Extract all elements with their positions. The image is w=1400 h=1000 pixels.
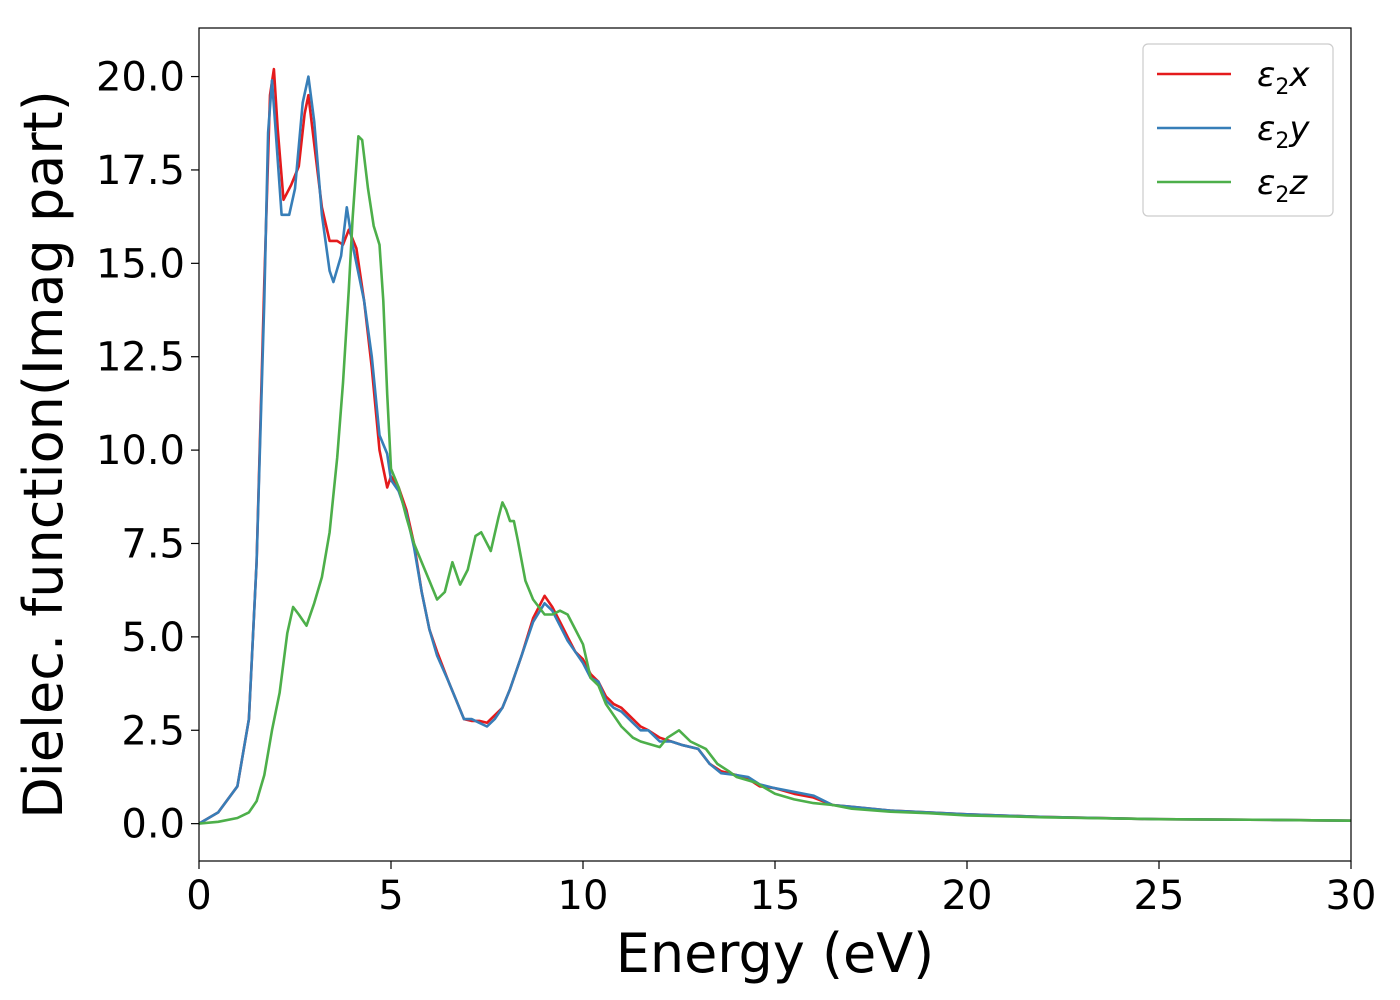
series-lines [199, 67, 1351, 825]
x-tick-label: 30 [1326, 873, 1377, 919]
x-tick-label: 20 [942, 873, 993, 919]
legend-box [1142, 43, 1334, 217]
series-line-z [199, 135, 1351, 825]
y-tick-label: 17.5 [96, 148, 185, 194]
axis-ticks: 0 5 10 15 20 25 30 0.0 2.5 5.0 7.5 10.0 12.5 15.0 17.5… [96, 55, 1377, 919]
x-tick-label: 5 [378, 873, 403, 919]
y-axis-title: Dielec. function(Imag part) [12, 90, 75, 819]
y-tick-label: 15.0 [96, 241, 185, 287]
x-tick-label: 0 [186, 873, 211, 919]
y-tick-label: 5.0 [121, 615, 185, 661]
y-tick-label: 0.0 [121, 802, 185, 848]
x-tick-label: 10 [558, 873, 609, 919]
x-tick-label: 15 [750, 873, 801, 919]
legend-label-z: ε2z [1257, 163, 1308, 208]
y-tick-label: 12.5 [96, 335, 185, 381]
legend-label-y: ε2y [1257, 109, 1310, 154]
y-tick-label: 20.0 [96, 55, 185, 101]
y-tick-label: 2.5 [121, 708, 185, 754]
series-line-y [199, 75, 1351, 825]
x-tick-label: 25 [1134, 873, 1185, 919]
legend-label-x: ε2x [1257, 55, 1310, 100]
legend: ε2x ε2y ε2z [1142, 43, 1334, 217]
x-axis-title: Energy (eV) [616, 922, 935, 985]
y-tick-label: 7.5 [121, 521, 185, 567]
plot-frame [198, 27, 1352, 862]
y-tick-label: 10.0 [96, 428, 185, 474]
